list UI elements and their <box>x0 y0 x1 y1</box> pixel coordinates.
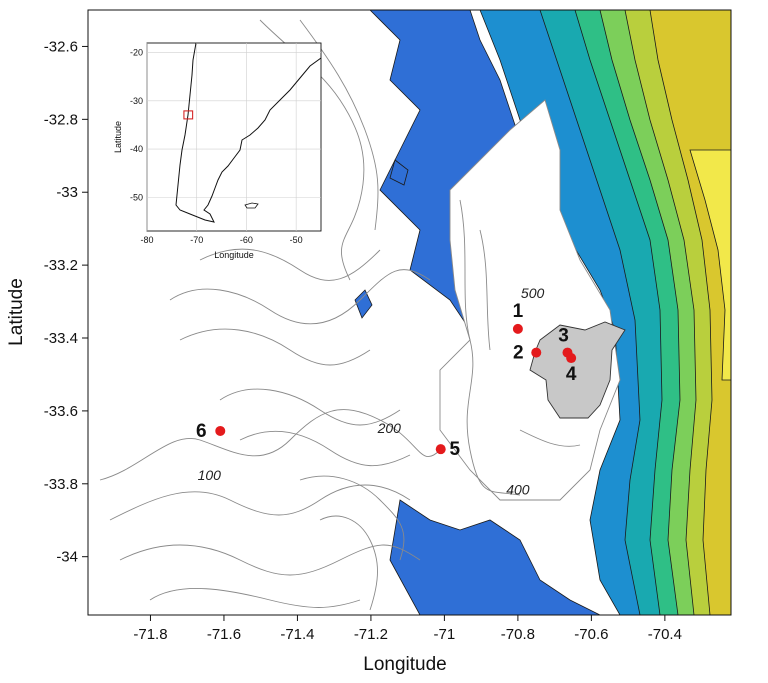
contour-label: 200 <box>377 420 402 436</box>
contour-lines <box>99 19 581 611</box>
inset-map: -80 -70 -60 -50 -20 -30 -40 -50 Longitude Lati… <box>113 42 322 260</box>
y-tick-label: -32.6 <box>44 38 78 55</box>
inset-y-axis-title: Latitude <box>113 121 123 153</box>
y-axis: -32.6 -32.8 -33 -33.2 -33.4 -33.6 -33.8 -34 <box>44 38 88 566</box>
site-label: 6 <box>196 421 207 442</box>
elevation-band-west-lowland <box>389 499 601 615</box>
contour-label-group: 500 400 200 100 <box>198 285 545 498</box>
site-label: 1 <box>513 301 524 322</box>
site-label: 4 <box>566 364 577 385</box>
x-tick-label: -71.2 <box>354 626 388 643</box>
site-marker <box>512 323 523 334</box>
site-label: 3 <box>558 326 569 347</box>
urban-area <box>529 321 626 419</box>
coastal-range-patch <box>354 289 373 319</box>
inset-y-axis: -20 -30 -40 -50 <box>130 48 143 203</box>
inset-grid <box>146 43 321 231</box>
x-tick-label: -71.4 <box>280 626 314 643</box>
y-tick-label: -33.6 <box>44 403 78 420</box>
inset-y-tick-label: -20 <box>130 48 143 58</box>
inset-y-tick-label: -50 <box>130 192 143 202</box>
inset-x-tick-label: -50 <box>290 235 303 245</box>
x-tick-label: -70.4 <box>648 626 682 643</box>
site-marker <box>531 347 542 358</box>
x-tick-label: -71 <box>434 626 456 643</box>
contour-label: 100 <box>198 467 222 483</box>
contour-label: 400 <box>506 482 530 498</box>
inset-x-tick-label: -80 <box>140 235 153 245</box>
x-tick-label: -71.8 <box>133 626 167 643</box>
y-tick-label: -33 <box>56 184 78 201</box>
x-tick-label: -70.8 <box>501 626 535 643</box>
contour-label: 500 <box>521 285 545 301</box>
study-area-box <box>183 110 194 120</box>
site-marker <box>566 353 577 364</box>
x-tick-label: -71.6 <box>207 626 241 643</box>
x-axis-title: Longitude <box>363 654 446 675</box>
inset-x-tick-label: -60 <box>240 235 253 245</box>
inset-y-tick-label: -40 <box>130 144 143 154</box>
inset-island <box>244 202 259 209</box>
site-marker <box>215 425 226 436</box>
elevation-band-8 <box>689 149 731 381</box>
y-tick-label: -33.8 <box>44 476 78 493</box>
south-america-outline <box>175 43 321 223</box>
inset-x-tick-label: -70 <box>190 235 203 245</box>
y-axis-title: Latitude <box>6 278 27 346</box>
terrain-layer <box>99 10 731 615</box>
site-markers: 1 2 3 4 5 6 <box>196 301 577 460</box>
site-marker <box>435 444 446 455</box>
inset-frame <box>146 42 322 232</box>
inset-x-axis-title: Longitude <box>214 250 254 260</box>
y-tick-label: -33.4 <box>44 330 78 347</box>
x-axis: -71.8 -71.6 -71.4 -71.2 -71 -70.8 -70.6 -70.4 <box>133 615 682 643</box>
inset-x-axis: -80 -70 -60 -50 <box>140 235 302 245</box>
map-frame <box>87 9 732 616</box>
y-tick-label: -32.8 <box>44 111 78 128</box>
y-tick-label: -33.2 <box>44 257 78 274</box>
x-tick-label: -70.6 <box>574 626 608 643</box>
inset-y-tick-label: -30 <box>130 96 143 106</box>
site-label: 5 <box>449 439 460 460</box>
site-label: 2 <box>513 343 524 364</box>
coastal-range-patch <box>389 159 409 186</box>
y-tick-label: -34 <box>56 549 78 566</box>
